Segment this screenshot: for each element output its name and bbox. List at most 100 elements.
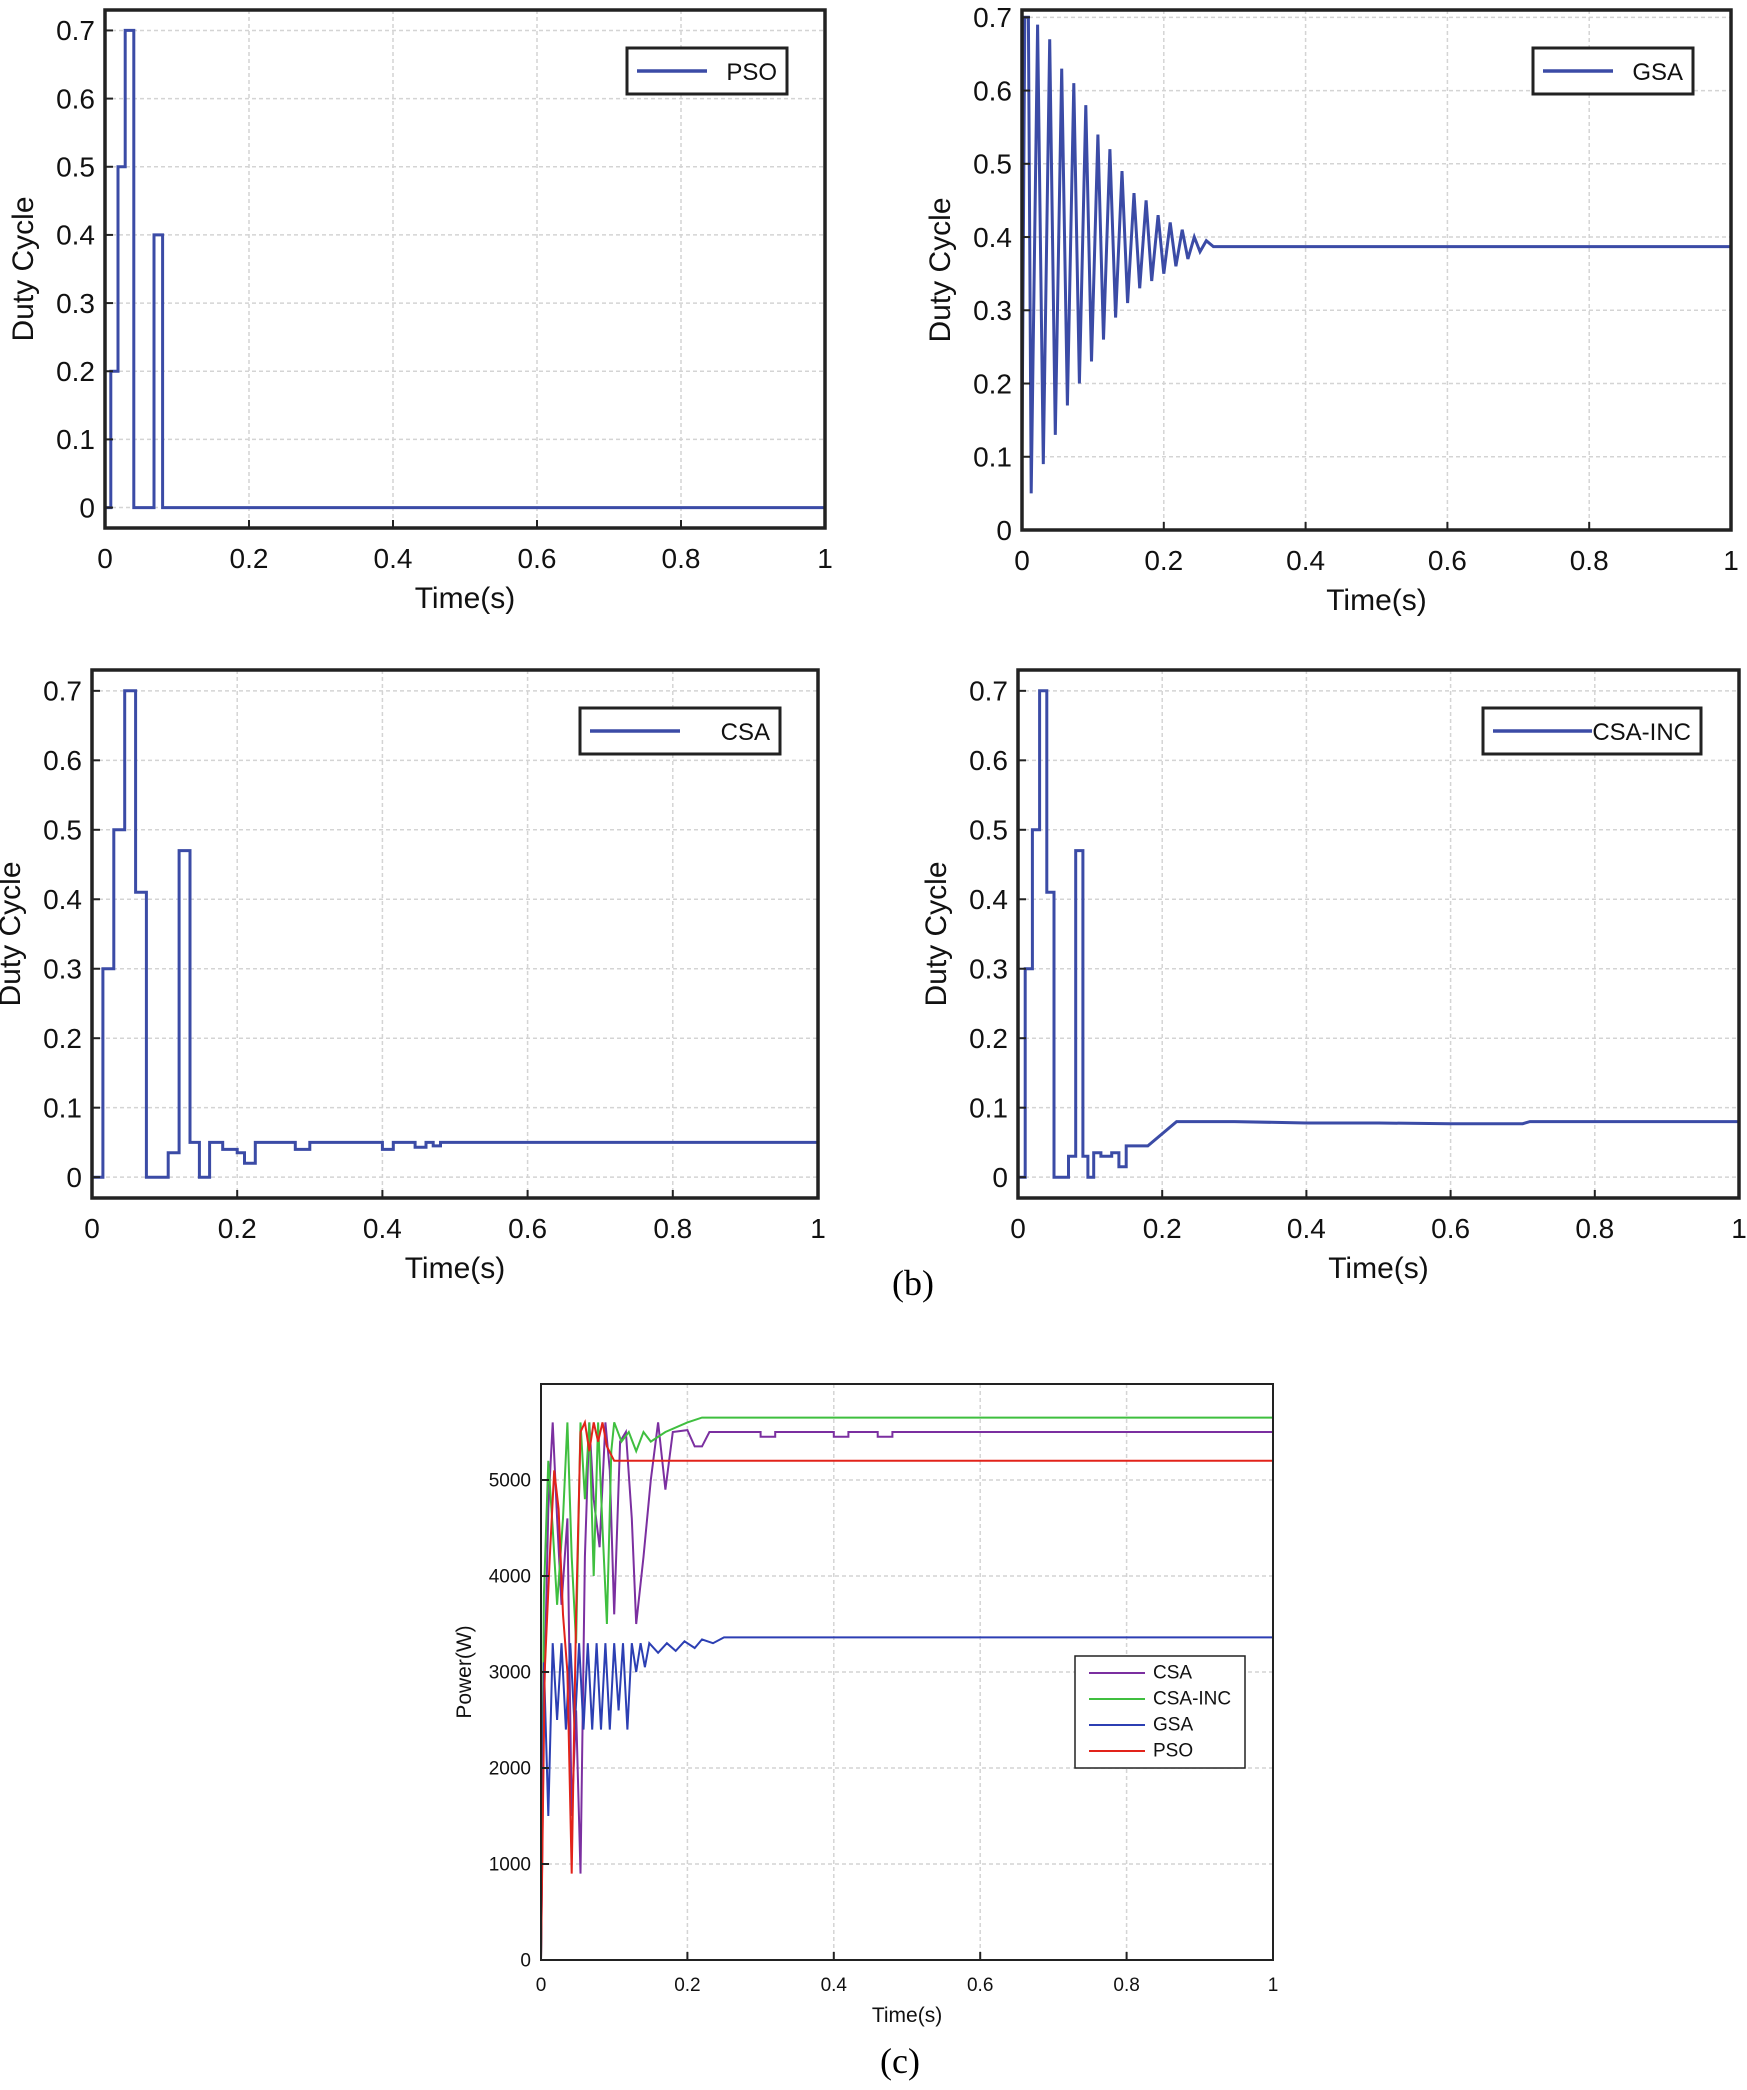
x-tick-label: 0.4 [374,543,413,574]
y-tick-label: 0.4 [973,222,1012,253]
plot-area [92,670,818,1198]
x-tick-label: 0 [97,543,113,574]
x-tick-label: 0 [1010,1213,1026,1244]
x-tick-label: 0.8 [1570,545,1609,576]
x-tick-label: 0.2 [674,1975,700,1996]
y-tick-label: 0.4 [56,220,95,251]
x-tick-label: 0.2 [218,1213,257,1244]
y-tick-label: 0.6 [56,83,95,114]
y-tick-label: 0.7 [973,2,1012,33]
legend-label-pso: PSO [1153,1741,1193,1762]
y-tick-label: 0.2 [43,1023,82,1054]
legend-label-csa: CSA [721,719,770,746]
series-line-pso [541,1418,1273,1960]
x-tick-label: 0.8 [653,1213,692,1244]
plot-frame [1020,8,1733,532]
y-tick-label: 0.1 [969,1092,1008,1123]
chart-pso: 0 0.2 0.4 0.6 0.8 1 0 0.1 0.2 0.3 0.4 0.5 0.6 0.7 Time… [7,8,833,615]
legend: CSA CSA-INC GSA PSO [1074,1655,1246,1769]
x-tick-label: 0.4 [1286,545,1325,576]
chart-power: 0 0.2 0.4 0.6 0.8 1 0 1000 2000 3000 4000 5000 Time(… [453,1383,1279,2027]
x-tick-label: 0.2 [1143,1213,1182,1244]
chart-csa: 0 0.2 0.4 0.6 0.8 1 0 0.1 0.2 0.3 0.4 0.5 0.6 0.7 Time… [0,668,826,1285]
x-tick-label: 0.2 [230,543,269,574]
y-tick-label: 0.2 [969,1023,1008,1054]
y-tick-label: 0.1 [43,1092,82,1123]
x-tick-label: 1 [810,1213,826,1244]
y-tick-label: 0.2 [56,356,95,387]
y-tick-label: 0.4 [43,884,82,915]
y-tick-label: 0.5 [56,152,95,183]
legend: CSA [578,706,782,756]
y-tick-label: 0.5 [969,815,1008,846]
x-axis-label: Time(s) [1328,1252,1429,1285]
x-tick-label: 0.6 [508,1213,547,1244]
y-axis-label: Duty Cycle [0,861,27,1006]
x-tick-label: 0 [1014,545,1030,576]
legend-box [1074,1655,1246,1769]
y-tick-label: 0 [79,492,95,523]
legend: CSA-INC [1481,706,1703,756]
y-tick-label: 4000 [489,1567,531,1588]
y-tick-label: 0.5 [43,815,82,846]
x-tick-label: 1 [1723,545,1739,576]
y-tick-label: 2000 [489,1759,531,1780]
x-axis-label: Time(s) [872,2004,942,2027]
x-tick-label: 0.6 [1431,1213,1470,1244]
y-tick-label: 0.5 [973,149,1012,180]
y-tick-label: 0.7 [56,15,95,46]
plot-frame [103,8,827,530]
x-tick-label: 0 [84,1213,100,1244]
caption-b: (b) [892,1263,934,1303]
x-tick-label: 0 [536,1975,547,1996]
y-tick-label: 0.6 [969,745,1008,776]
y-tick-label: 0 [992,1162,1008,1193]
plot-frame [1016,668,1741,1200]
series-line-gsa [541,1636,1273,1960]
legend-label-gsa: GSA [1632,59,1683,86]
y-tick-label: 3000 [489,1663,531,1684]
y-tick-label: 0.4 [969,884,1008,915]
x-tick-label: 0.6 [967,1975,993,1996]
y-tick-label: 1000 [489,1855,531,1876]
x-tick-label: 0.4 [1287,1213,1326,1244]
x-tick-label: 0.8 [1575,1213,1614,1244]
y-axis-label: Power(W) [453,1625,476,1718]
x-tick-label: 0.4 [821,1975,848,1996]
plot-frame [90,668,820,1200]
y-tick-label: 0.7 [43,676,82,707]
chart-csa-inc: 0 0.2 0.4 0.6 0.8 1 0 0.1 0.2 0.3 0.4 0.5 0.6 0.7 Time… [920,668,1747,1285]
y-tick-label: 0.7 [969,676,1008,707]
y-tick-label: 0.6 [43,745,82,776]
y-tick-label: 0.1 [56,424,95,455]
legend-label-pso: PSO [726,59,777,86]
y-tick-label: 0.3 [969,954,1008,985]
y-tick-label: 5000 [489,1471,531,1492]
x-tick-label: 0.4 [363,1213,402,1244]
y-tick-label: 0.3 [973,295,1012,326]
y-tick-label: 0.6 [973,75,1012,106]
legend-label-csa: CSA [1153,1663,1192,1684]
series-line-csa [92,689,818,1179]
x-tick-label: 1 [1731,1213,1747,1244]
y-tick-label: 0.3 [56,288,95,319]
x-axis-label: Time(s) [415,582,516,615]
plot-area [1018,670,1739,1198]
y-tick-label: 0 [66,1162,82,1193]
y-tick-label: 0 [996,515,1012,546]
x-tick-label: 0.6 [518,543,557,574]
x-tick-label: 1 [1268,1975,1279,1996]
legend: PSO [625,46,789,96]
x-axis-label: Time(s) [405,1252,506,1285]
x-tick-label: 0.6 [1428,545,1467,576]
legend-label-csa-inc: CSA-INC [1153,1689,1231,1710]
y-tick-label: 0.1 [973,442,1012,473]
x-tick-label: 1 [817,543,833,574]
x-tick-label: 0.8 [1113,1975,1139,1996]
x-axis-label: Time(s) [1326,584,1427,617]
y-tick-label: 0.3 [43,954,82,985]
caption-c: (c) [880,2041,920,2081]
y-tick-label: 0 [520,1951,531,1972]
series-line-gsa [1022,15,1731,494]
y-axis-label: Duty Cycle [920,861,953,1006]
